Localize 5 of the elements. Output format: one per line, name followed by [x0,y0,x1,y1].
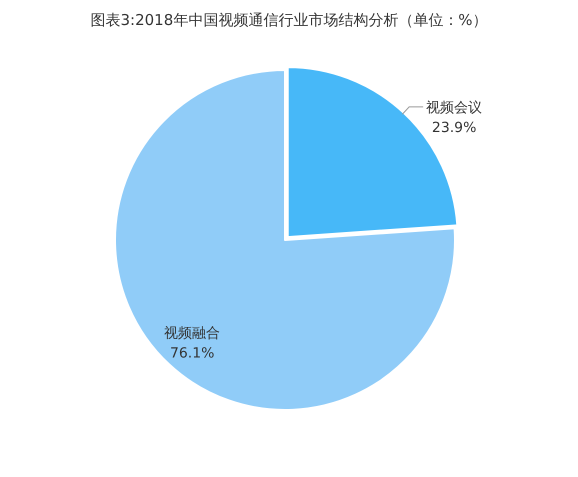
slice-label: 视频会议 [426,100,482,116]
slice-label: 视频融合 [164,325,220,342]
data-label: 23.9% [432,120,476,136]
data-label: 76.1% [170,345,214,362]
title: 图表3:2018年中国视频通信行业市场结构分析（单位：%） [90,11,488,29]
